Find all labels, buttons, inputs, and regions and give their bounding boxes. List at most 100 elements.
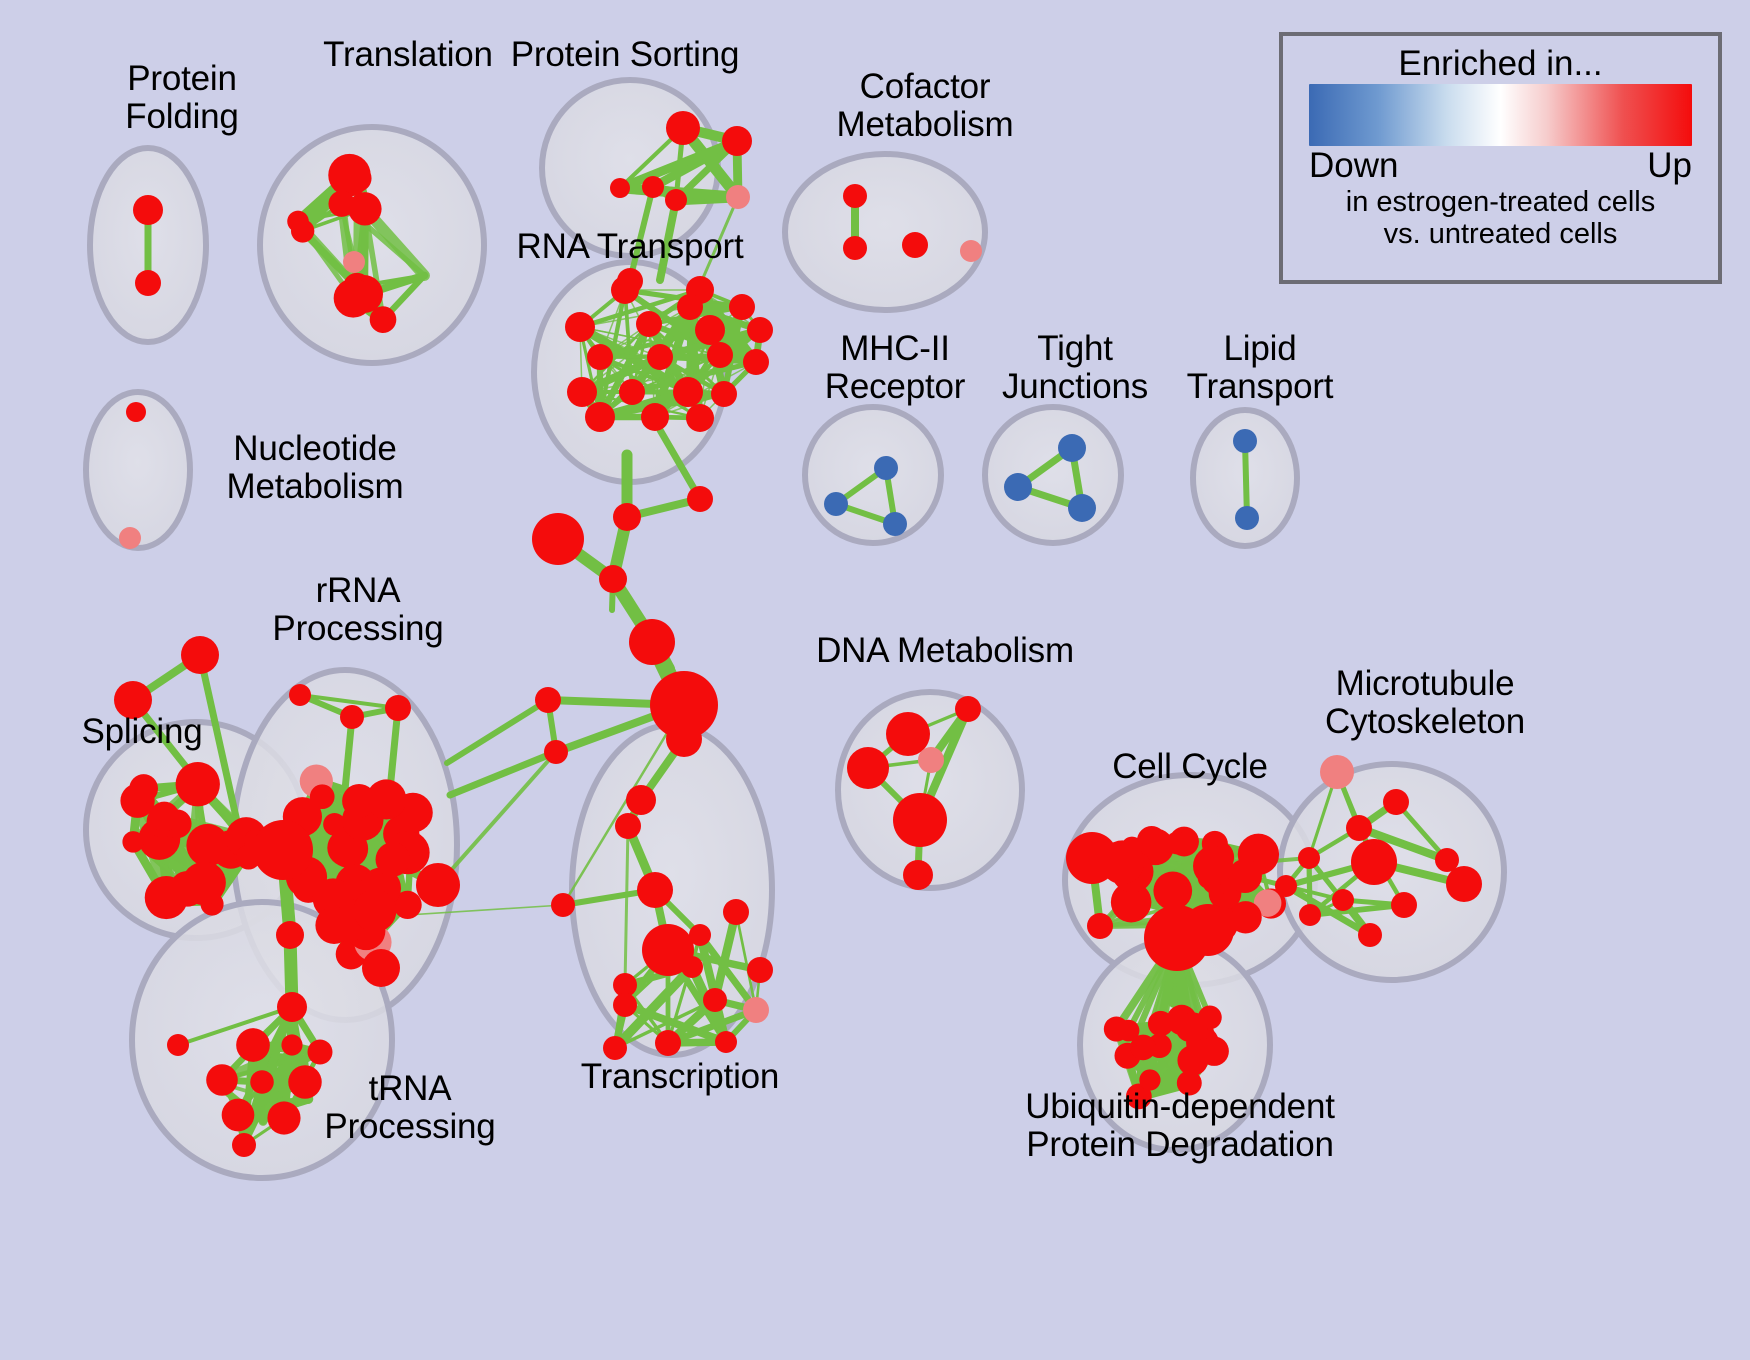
network-node — [1351, 839, 1397, 885]
network-node — [307, 1039, 333, 1065]
cluster-label-cofactor-metabolism: Cofactor Metabolism — [836, 67, 1014, 144]
network-node — [1125, 1083, 1152, 1110]
network-edge — [656, 196, 680, 284]
network-edge — [176, 1005, 294, 1047]
network-node — [715, 1031, 737, 1053]
network-node — [615, 813, 641, 839]
network-edge — [654, 361, 757, 418]
network-node — [1139, 1069, 1161, 1091]
network-edge — [579, 306, 691, 328]
network-node — [1228, 859, 1262, 893]
network-node — [535, 687, 561, 713]
network-node — [366, 779, 407, 820]
network-node — [1121, 836, 1143, 858]
network-node — [288, 1065, 322, 1099]
network-node — [747, 957, 773, 983]
network-node — [677, 294, 703, 320]
network-node — [309, 784, 335, 810]
network-node — [843, 236, 867, 260]
network-node — [886, 712, 930, 756]
network-node — [744, 998, 768, 1022]
cluster-label-cell-cycle: Cell Cycle — [1112, 747, 1268, 786]
network-node — [681, 956, 703, 978]
network-edge — [629, 359, 759, 395]
legend-subtitle-line1: in estrogen-treated cells — [1345, 186, 1656, 218]
network-node — [955, 696, 981, 722]
network-node — [847, 747, 889, 789]
cluster-ellipse — [982, 404, 1124, 546]
network-node — [585, 402, 615, 432]
network-node — [181, 861, 226, 906]
network-node — [1358, 923, 1382, 947]
network-node — [281, 1034, 303, 1056]
network-node — [1066, 832, 1118, 884]
network-node — [599, 565, 627, 593]
cluster-label-translation: Translation — [323, 35, 493, 74]
network-node — [1153, 871, 1193, 911]
network-node — [135, 270, 161, 296]
network-node — [722, 126, 752, 156]
network-node — [689, 924, 711, 946]
network-node — [1178, 1012, 1208, 1042]
network-node — [119, 527, 141, 549]
network-edge — [341, 713, 356, 794]
network-node — [1235, 506, 1259, 530]
network-node — [1275, 875, 1297, 897]
network-edge — [436, 750, 558, 887]
network-edge — [196, 651, 244, 839]
legend-endpoints: Down Up — [1309, 146, 1692, 186]
legend-subtitle-line2: vs. untreated cells — [1383, 218, 1618, 251]
network-edge — [610, 962, 697, 1053]
network-edge — [615, 136, 742, 193]
network-node — [385, 695, 411, 721]
network-node — [883, 512, 907, 536]
network-node — [647, 344, 673, 370]
network-edge — [656, 426, 704, 503]
network-node — [637, 872, 673, 908]
network-node — [650, 671, 718, 739]
network-node — [565, 312, 595, 342]
network-node — [617, 268, 643, 294]
network-node — [551, 893, 575, 917]
legend-title: Enriched in... — [1398, 44, 1603, 83]
network-node — [619, 379, 645, 405]
network-node — [126, 402, 146, 422]
network-node — [642, 924, 694, 976]
network-node — [532, 513, 584, 565]
network-node — [1199, 1036, 1229, 1066]
network-node — [903, 860, 933, 890]
network-edge — [1354, 823, 1452, 865]
network-edge — [1307, 902, 1407, 918]
network-node — [707, 342, 733, 368]
network-node — [613, 993, 637, 1017]
network-node — [629, 619, 675, 665]
cluster-label-rna-transport: RNA Transport — [516, 227, 744, 266]
network-node — [641, 403, 669, 431]
network-node — [567, 377, 597, 407]
cluster-ellipse — [782, 151, 988, 313]
network-node — [221, 1098, 255, 1132]
network-node — [1117, 1019, 1140, 1042]
network-node — [343, 251, 365, 273]
network-edge — [280, 1003, 296, 1122]
network-node — [276, 921, 304, 949]
network-edge — [621, 1001, 730, 1046]
network-node — [369, 306, 397, 333]
legend-down-label: Down — [1309, 146, 1399, 185]
network-node — [1165, 831, 1189, 855]
cluster-label-transcription: Transcription — [580, 1057, 780, 1096]
legend-color-bar — [1309, 84, 1692, 146]
network-edge — [298, 693, 400, 710]
network-node — [610, 178, 630, 198]
network-node — [613, 503, 641, 531]
network-node — [1332, 889, 1354, 911]
network-node — [747, 317, 773, 343]
network-node — [613, 973, 637, 997]
network-node — [133, 195, 163, 225]
network-node — [1233, 429, 1257, 453]
network-node — [1383, 789, 1409, 815]
network-edge — [386, 704, 402, 794]
network-node — [289, 684, 311, 706]
network-node — [729, 294, 755, 320]
